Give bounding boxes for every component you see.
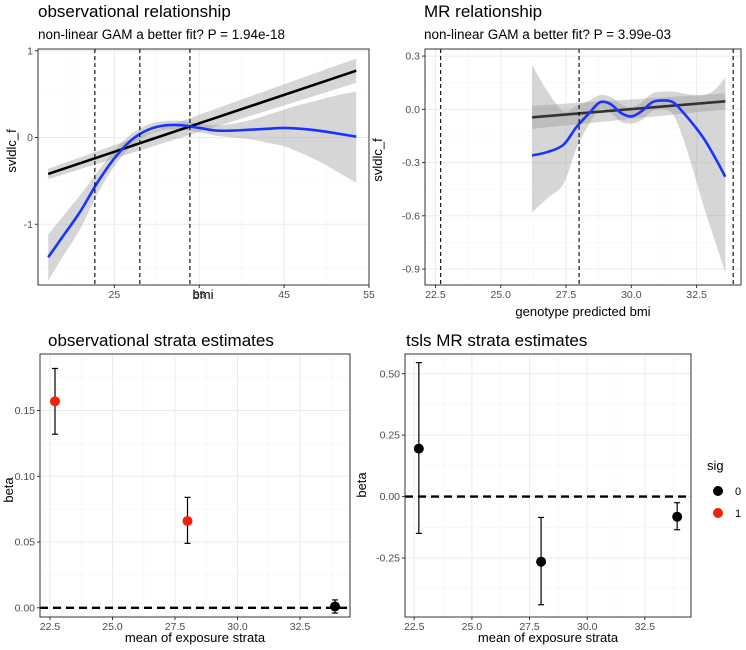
estimate-point bbox=[50, 396, 60, 407]
panel-title: MR relationship bbox=[424, 2, 542, 21]
plot-background bbox=[40, 354, 350, 617]
tsls-mr-strata-panel: tsls MR strata estimates mean of exposur… bbox=[354, 331, 692, 645]
legend-label-0: 0 bbox=[735, 486, 741, 498]
y-tick-label: 1 bbox=[27, 45, 33, 57]
legend-key-0 bbox=[713, 486, 723, 496]
plot-marks bbox=[440, 49, 734, 285]
x-tick-label: 45 bbox=[278, 289, 290, 301]
x-tick-label: 25.0 bbox=[102, 621, 123, 633]
panel-border bbox=[39, 353, 351, 618]
y-axis-title: beta bbox=[1, 477, 16, 503]
panel-border bbox=[37, 48, 370, 286]
y-tick-label: 0.00 bbox=[15, 602, 36, 614]
x-tick-label: 35 bbox=[193, 289, 205, 301]
x-tick-label: 25 bbox=[109, 289, 121, 301]
panel-title: observational strata estimates bbox=[48, 331, 274, 350]
plot-marks bbox=[405, 362, 691, 606]
x-tick-label: 22.5 bbox=[404, 621, 425, 633]
legend-title: sig bbox=[707, 458, 724, 473]
gam-ci-band bbox=[48, 91, 357, 281]
estimate-point bbox=[182, 516, 193, 527]
plot-marks bbox=[47, 49, 357, 285]
x-axis-title: bmi bbox=[193, 287, 214, 302]
y-tick-label: -0.6 bbox=[402, 210, 420, 222]
plot-marks bbox=[40, 367, 350, 614]
y-tick-label: -1 bbox=[24, 219, 33, 231]
x-tick-label: 27.5 bbox=[519, 621, 540, 633]
mr-relationship-panel: MR relationship non-linear GAM a better … bbox=[370, 2, 742, 319]
panel-title: tsls MR strata estimates bbox=[406, 331, 587, 350]
y-axis-title: svldlc_f bbox=[370, 138, 385, 182]
panel-title: observational relationship bbox=[38, 2, 231, 21]
y-axis-title: beta bbox=[354, 472, 369, 498]
x-axis-title: mean of exposure strata bbox=[125, 630, 266, 645]
estimate-point bbox=[672, 511, 683, 522]
gam-ci-band bbox=[532, 64, 726, 273]
legend-label-1: 1 bbox=[735, 508, 741, 520]
linear-ci-band bbox=[532, 93, 726, 129]
y-tick-label: -0.25 bbox=[376, 553, 400, 565]
gam-fit-line bbox=[531, 99, 727, 178]
y-tick-label: 0 bbox=[27, 132, 33, 144]
estimate-point bbox=[330, 601, 340, 612]
y-tick-label: 0.15 bbox=[15, 405, 36, 417]
x-tick-label: 55 bbox=[363, 289, 375, 301]
x-tick-label: 27.5 bbox=[556, 289, 577, 301]
x-axis-title: mean of exposure strata bbox=[478, 630, 619, 645]
y-tick-label: 0.25 bbox=[380, 430, 401, 442]
plot-background bbox=[405, 354, 691, 617]
y-tick-label: -0.9 bbox=[402, 264, 420, 276]
x-axis-title: genotype predicted bmi bbox=[515, 304, 650, 319]
y-tick-label: -0.3 bbox=[402, 157, 420, 169]
panel-border bbox=[404, 353, 692, 618]
x-tick-label: 30.0 bbox=[227, 621, 248, 633]
x-tick-label: 30.0 bbox=[577, 621, 598, 633]
y-tick-label: 0.00 bbox=[380, 491, 401, 503]
gam-fit-line bbox=[47, 123, 357, 258]
y-tick-label: 0.05 bbox=[15, 537, 36, 549]
y-axis-title: svldlc_f bbox=[4, 129, 19, 173]
x-tick-label: 22.5 bbox=[40, 621, 61, 633]
x-tick-label: 32.5 bbox=[686, 289, 707, 301]
x-tick-label: 32.5 bbox=[635, 621, 656, 633]
plot-background bbox=[425, 49, 741, 285]
x-tick-label: 22.5 bbox=[425, 289, 446, 301]
x-tick-label: 32.5 bbox=[290, 621, 311, 633]
linear-fit-line bbox=[47, 69, 357, 176]
x-tick-label: 27.5 bbox=[165, 621, 186, 633]
x-tick-label: 25.0 bbox=[491, 289, 512, 301]
x-tick-label: 25.0 bbox=[462, 621, 483, 633]
y-tick-label: 0.50 bbox=[380, 368, 401, 380]
observational-strata-panel: observational strata estimates mean of e… bbox=[1, 331, 351, 645]
estimate-point bbox=[536, 556, 547, 567]
observational-relationship-panel: observational relationship non-linear GA… bbox=[4, 2, 375, 302]
y-tick-label: 0.10 bbox=[15, 471, 36, 483]
panel-border bbox=[424, 48, 742, 286]
panel-subtitle: non-linear GAM a better fit? P = 3.99e-0… bbox=[424, 27, 671, 42]
y-tick-label: 0.3 bbox=[405, 51, 420, 63]
estimate-point bbox=[413, 443, 424, 454]
y-tick-label: 0.0 bbox=[405, 104, 420, 116]
x-tick-label: 30.0 bbox=[621, 289, 642, 301]
sig-legend: sig 0 1 bbox=[707, 458, 741, 520]
linear-fit-line bbox=[531, 100, 726, 119]
panel-subtitle: non-linear GAM a better fit? P = 1.94e-1… bbox=[38, 27, 285, 42]
legend-key-1 bbox=[713, 508, 723, 518]
